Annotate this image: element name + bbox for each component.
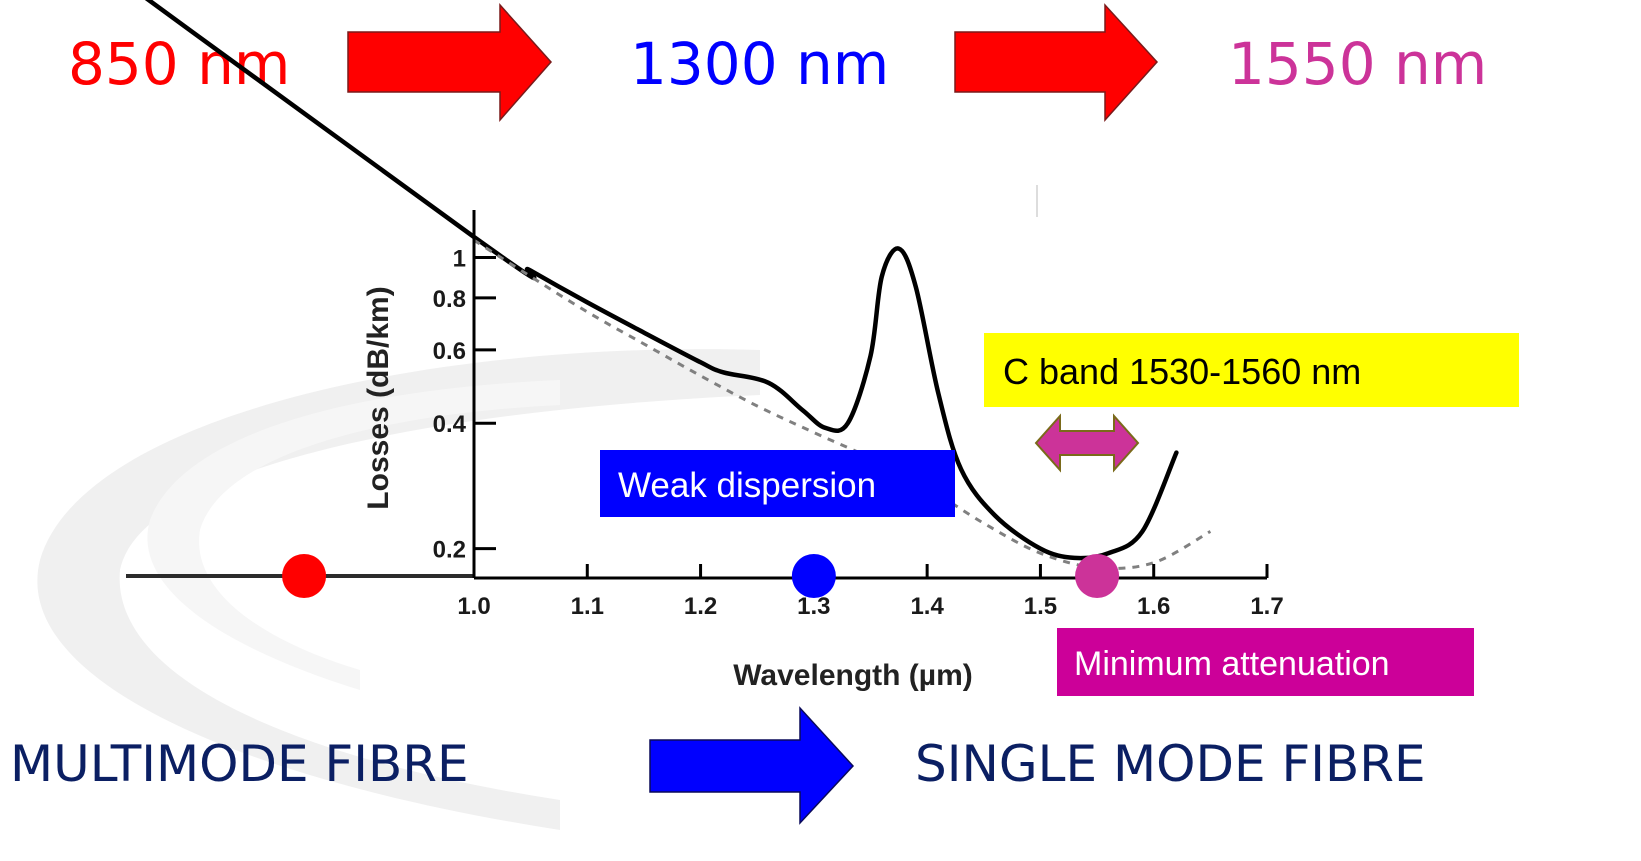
min-attenuation-label: Minimum attenuation <box>1074 645 1390 683</box>
x-axis-title: Wavelength (µm) <box>733 659 973 692</box>
weak-dispersion-box <box>600 450 955 517</box>
x-tick-label: 1.5 <box>1024 593 1057 620</box>
wavelength-marker <box>282 554 327 598</box>
attenuation-chart: 1.0 1.1 1.2 1.3 1.4 1.5 1.6 1.70.20.40.60.81 <box>126 0 1284 620</box>
multimode-fibre-label: MULTIMODE FIBRE <box>10 735 469 793</box>
y-tick-label: 0.8 <box>433 286 466 313</box>
c-band-box <box>984 333 1519 407</box>
single-mode-fibre-label: SINGLE MODE FIBRE <box>915 735 1426 793</box>
y-tick-label: 0.2 <box>433 537 466 564</box>
attenuation-curve <box>144 0 1179 561</box>
wavelength-marker <box>791 554 836 598</box>
double-arrow-icon <box>1034 413 1140 473</box>
y-tick-label: 0.6 <box>433 338 466 365</box>
arrow-right-icon <box>649 706 855 825</box>
x-tick-label: 1.7 <box>1250 593 1283 620</box>
c-band-label: C band 1530-1560 nm <box>1003 351 1361 392</box>
background-swoosh-inner <box>147 380 560 690</box>
min-attenuation-box <box>1057 628 1474 696</box>
y-axis-title: Losses (dB/km) <box>362 286 395 509</box>
label-850nm: 850 nm <box>68 30 290 98</box>
x-tick-label: 1.0 <box>457 593 490 620</box>
x-tick-label: 1.4 <box>910 593 944 620</box>
label-1300nm: 1300 nm <box>630 30 889 98</box>
y-tick-label: 1 <box>453 245 466 272</box>
y-tick-label: 0.4 <box>433 411 467 438</box>
x-tick-label: 1.1 <box>571 593 604 620</box>
arrow-right-icon <box>347 3 553 122</box>
label-1550nm: 1550 nm <box>1228 30 1487 98</box>
wavelength-marker <box>1075 554 1120 598</box>
arrow-right-icon <box>954 3 1159 122</box>
x-tick-label: 1.6 <box>1137 593 1170 620</box>
x-tick-label: 1.2 <box>684 593 717 620</box>
weak-dispersion-label: Weak dispersion <box>618 466 876 505</box>
